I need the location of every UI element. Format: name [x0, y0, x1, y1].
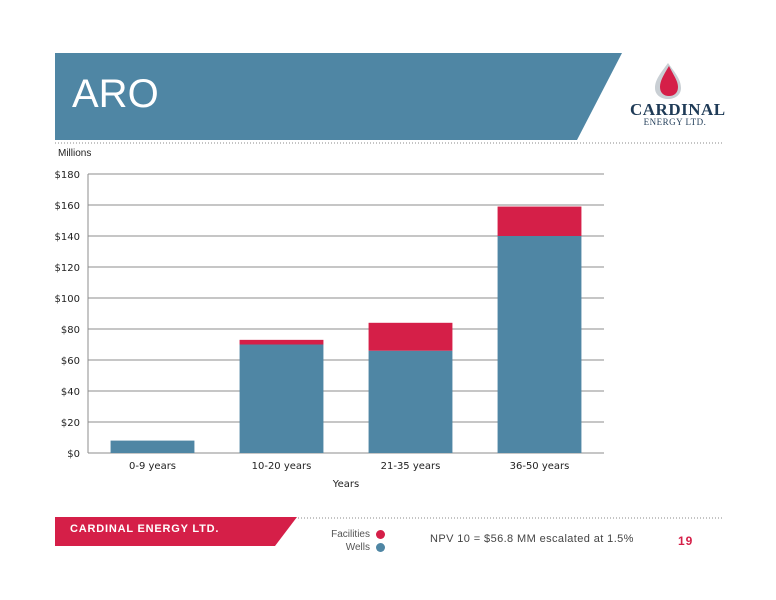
brand-name: CARDINAL — [630, 100, 726, 119]
aro-bar-chart: $0 $20 $40 $60 $80 $100 $120 $140 $160 $180 0-9 ye… — [55, 170, 604, 490]
bar-wells-3 — [368, 350, 453, 453]
y-tick-label: $0 — [67, 449, 80, 460]
x-tick-label: 36-50 years — [510, 461, 570, 472]
y-tick-label: $60 — [61, 356, 80, 367]
y-tick-label: $180 — [55, 170, 80, 181]
brand-subtitle: ENERGY LTD. — [643, 117, 707, 127]
banner-shape — [55, 53, 622, 140]
y-tick-label: $40 — [61, 387, 80, 398]
legend-swatch-facilities — [376, 530, 385, 539]
legend-item-wells: Wells — [318, 541, 385, 554]
page-number: 19 — [678, 534, 694, 548]
legend-label-facilities: Facilities — [331, 529, 370, 540]
bar-wells-2 — [239, 344, 324, 453]
footer-company-banner — [55, 517, 297, 546]
bar-facilities-3 — [368, 322, 453, 351]
legend-label-wells: Wells — [345, 542, 370, 553]
y-tick-label: $80 — [61, 325, 80, 336]
x-axis-title: Years — [332, 479, 359, 490]
y-tick-label: $160 — [55, 201, 80, 212]
units-label: Millions — [58, 148, 92, 159]
title-banner — [55, 53, 722, 144]
chart-legend: Facilities Wells — [318, 528, 385, 554]
x-tick-label: 0-9 years — [129, 461, 176, 472]
y-tick-label: $120 — [55, 263, 80, 274]
bar-wells-1 — [110, 440, 195, 453]
legend-item-facilities: Facilities — [318, 528, 385, 541]
bar-facilities-2 — [239, 339, 324, 345]
y-tick-label: $100 — [55, 294, 80, 305]
npv-note: NPV 10 = $56.8 MM escalated at 1.5% — [430, 533, 634, 545]
x-tick-label: 10-20 years — [252, 461, 312, 472]
page-title: ARO — [72, 72, 159, 116]
y-tick-label: $140 — [55, 232, 80, 243]
cardinal-flame-logo — [655, 63, 681, 99]
y-tick-label: $20 — [61, 418, 80, 429]
legend-swatch-wells — [376, 543, 385, 552]
x-tick-label: 21-35 years — [381, 461, 441, 472]
footer-company-name: CARDINAL ENERGY LTD. — [70, 523, 220, 535]
bar-facilities-4 — [497, 206, 582, 236]
bar-wells-4 — [497, 236, 582, 453]
